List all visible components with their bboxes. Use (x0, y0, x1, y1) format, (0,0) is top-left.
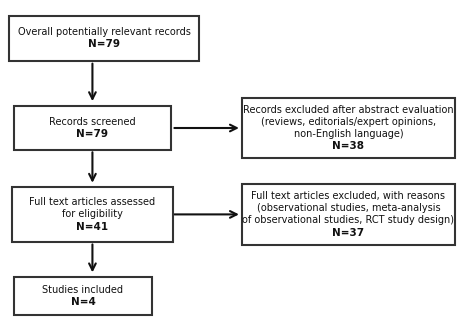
Text: Full text articles assessed: Full text articles assessed (29, 197, 155, 207)
Text: N=41: N=41 (76, 221, 109, 232)
Bar (242, 98, 455, 158)
Text: N=37: N=37 (332, 228, 365, 238)
Text: (reviews, editorials/expert opinions,: (reviews, editorials/expert opinions, (261, 117, 436, 127)
Text: N=79: N=79 (76, 129, 109, 139)
Bar (242, 184, 455, 245)
Text: for eligibility: for eligibility (62, 209, 123, 220)
Text: Records excluded after abstract evaluation: Records excluded after abstract evaluati… (243, 105, 454, 115)
Text: non-English language): non-English language) (293, 129, 403, 139)
Text: Studies included: Studies included (43, 285, 123, 295)
Text: Overall potentially relevant records: Overall potentially relevant records (18, 27, 191, 37)
Bar (12, 187, 173, 242)
Bar (14, 277, 152, 315)
Text: N=4: N=4 (71, 297, 95, 307)
Text: N=38: N=38 (332, 141, 365, 151)
Text: N=79: N=79 (88, 39, 120, 50)
Text: (observational studies, meta-analysis: (observational studies, meta-analysis (256, 203, 440, 213)
Bar (14, 106, 171, 150)
Text: of observational studies, RCT study design): of observational studies, RCT study desi… (242, 215, 455, 226)
Text: Records screened: Records screened (49, 117, 136, 127)
Text: Full text articles excluded, with reasons: Full text articles excluded, with reason… (251, 191, 446, 201)
Bar (9, 16, 199, 61)
